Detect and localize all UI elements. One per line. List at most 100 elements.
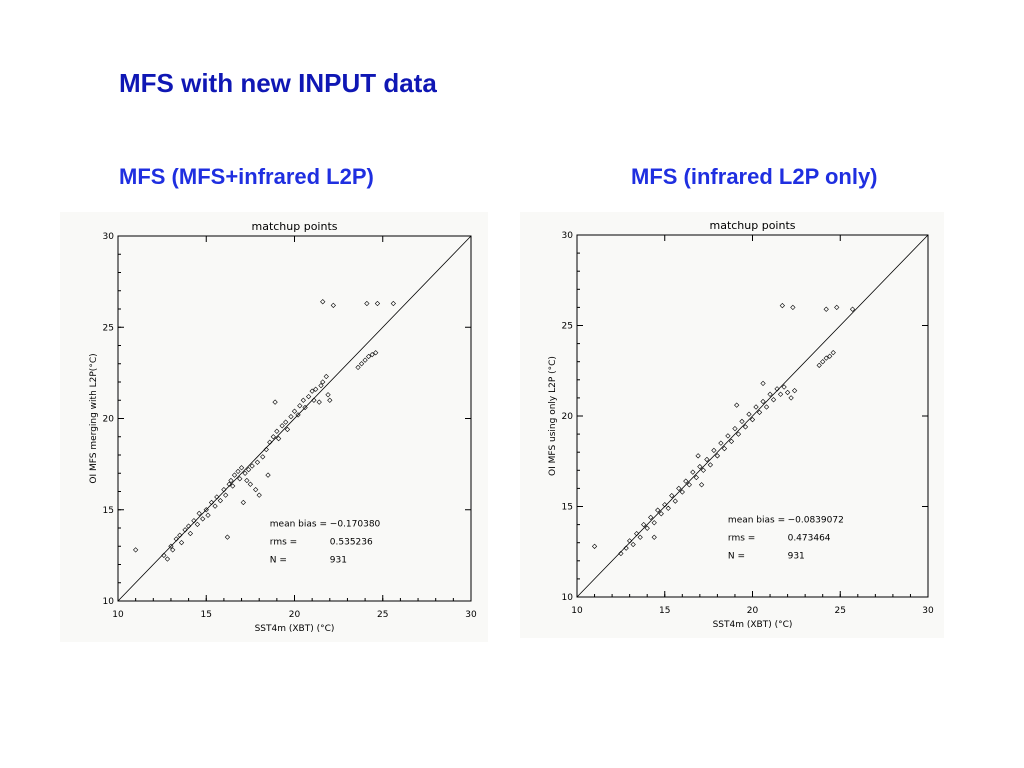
data-point [630,541,636,548]
data-point [221,487,227,493]
y-tick-label: 15 [103,506,114,516]
data-point [177,532,183,538]
data-point [700,467,706,473]
x-tick-label: 10 [571,606,583,616]
data-point [753,404,759,410]
data-point [270,434,276,440]
data-point [648,514,654,520]
y-tick-label: 25 [562,322,573,332]
data-point [313,386,319,392]
data-point [242,470,248,476]
data-point [623,545,629,551]
y-tick-label: 10 [562,593,574,603]
data-point [323,373,329,380]
stat-label: N = [728,552,745,562]
data-point [662,502,668,508]
data-point [291,408,298,414]
y-axis-label: OI MFS merging with L2P(°C) [89,353,99,483]
data-point [591,543,598,549]
data-point [244,477,250,484]
data-point [164,556,171,562]
data-point [265,472,271,478]
data-point [288,414,294,420]
data-point [305,393,312,400]
data-point [249,463,255,469]
data-point [669,493,675,499]
x-tick-label: 20 [747,606,759,616]
x-tick-label: 10 [112,610,124,620]
data-point [161,552,167,558]
data-point [247,481,253,487]
stat-value: 0.473464 [788,534,831,544]
data-point [679,489,685,495]
data-point [618,550,624,557]
data-point [237,476,243,482]
data-point [760,380,766,387]
x-tick-label: 20 [289,610,301,620]
data-point [224,534,231,540]
chart-title: matchup points [251,220,337,233]
data-point [320,379,326,385]
data-point [704,456,710,463]
data-point [217,498,223,504]
stat-label: mean bias = [270,519,327,529]
data-point [355,364,361,371]
data-point [693,474,699,481]
data-point [728,438,735,444]
data-point [770,397,777,403]
data-point [182,527,188,533]
data-point [267,439,273,445]
data-point [820,359,826,365]
stat-label: mean bias = [728,516,785,526]
stat-value: −0.0839072 [788,516,844,526]
y-tick-label: 10 [103,597,115,607]
data-point [245,466,252,473]
data-point [208,499,215,506]
data-point [641,521,647,528]
data-point [683,478,689,484]
data-point [260,454,266,460]
stat-value: 931 [788,552,805,562]
data-point [767,391,773,397]
data-point [651,534,657,540]
plot-background [520,212,944,638]
x-tick-label: 15 [659,606,670,616]
data-point [238,465,245,471]
right-scatter-chart: matchup points 10 15 20 25 30 10 15 20 25 30 SST4m … [520,212,944,638]
data-point [725,433,731,439]
data-point [253,487,259,493]
data-point [205,512,211,518]
data-point [711,447,717,454]
data-point [231,472,238,478]
y-tick-label: 30 [103,232,115,242]
data-point [690,469,696,475]
data-point [235,468,241,475]
data-point [827,353,833,359]
data-point [240,499,246,506]
data-point [374,300,381,307]
data-point [707,462,714,468]
stat-value: −0.170380 [330,519,381,529]
chart-title: matchup points [709,219,795,232]
stat-value: 931 [330,555,347,565]
data-point [364,300,370,307]
data-point [791,388,798,394]
data-point [170,547,176,553]
data-point [214,494,220,500]
y-tick-label: 20 [103,415,115,425]
data-point [284,426,291,433]
data-point [191,518,197,524]
data-point [390,300,396,307]
data-point [366,353,372,360]
data-point [816,362,822,368]
data-point [295,412,301,418]
data-point [714,453,721,459]
data-point [203,507,209,513]
data-point [316,399,322,405]
data-point [756,409,763,416]
data-point [358,361,365,367]
data-point [672,498,678,504]
data-point [742,424,749,430]
data-point [185,523,192,529]
data-point [187,530,193,537]
